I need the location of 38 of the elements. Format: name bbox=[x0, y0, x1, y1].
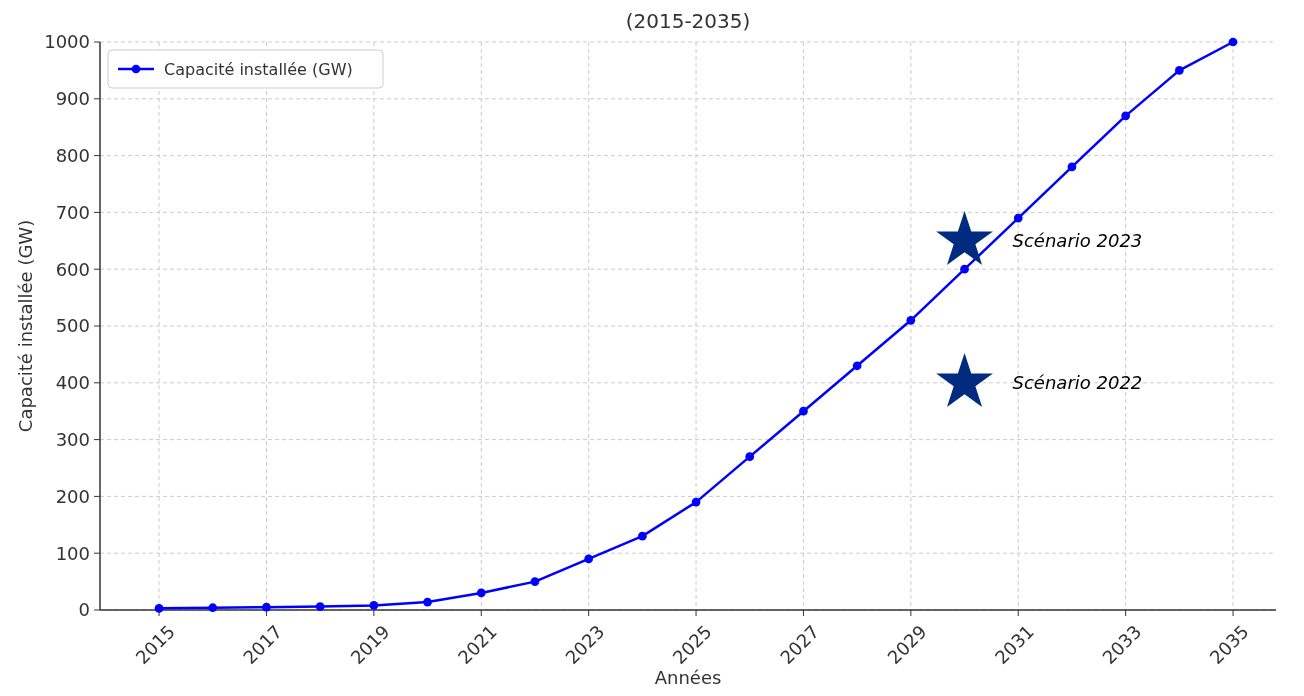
point bbox=[423, 597, 432, 607]
point bbox=[208, 603, 218, 613]
y-axis-title: Capacité installée (GW) bbox=[15, 219, 36, 433]
y-tick-label: 700 bbox=[55, 201, 90, 223]
point bbox=[745, 452, 755, 461]
y-tick-label: 300 bbox=[55, 428, 90, 450]
chart-title: (2015-2035) bbox=[625, 9, 751, 33]
point bbox=[1174, 66, 1184, 75]
x-axis-title: Années bbox=[654, 667, 722, 688]
point bbox=[262, 602, 271, 612]
y-tick-label: 600 bbox=[55, 258, 90, 280]
point bbox=[691, 497, 701, 507]
point bbox=[906, 315, 916, 325]
y-tick-label: 1000 bbox=[44, 31, 90, 53]
point bbox=[960, 264, 969, 274]
y-tick-label: 200 bbox=[55, 485, 90, 507]
point bbox=[315, 602, 325, 611]
legend-label: Capacité installée (GW) bbox=[164, 59, 353, 79]
point bbox=[154, 603, 164, 613]
point bbox=[1228, 37, 1238, 47]
point bbox=[1013, 213, 1023, 223]
point bbox=[1121, 111, 1131, 121]
annotation: Scénario 2022 bbox=[1012, 372, 1143, 394]
point bbox=[799, 406, 808, 416]
point bbox=[584, 554, 594, 564]
y-tick-label: 100 bbox=[55, 542, 90, 564]
point bbox=[476, 588, 486, 598]
y-tick-label: 500 bbox=[55, 315, 90, 337]
point bbox=[530, 577, 540, 586]
point bbox=[1067, 162, 1077, 172]
y-tick-label: 900 bbox=[55, 88, 90, 110]
point bbox=[369, 601, 379, 610]
point bbox=[852, 361, 862, 371]
y-tick-label: 400 bbox=[55, 372, 90, 394]
y-tick-label: 0 bbox=[78, 599, 90, 621]
annotation: Scénario 2023 bbox=[1012, 230, 1143, 252]
y-tick-label: 800 bbox=[55, 144, 90, 166]
point bbox=[637, 531, 647, 541]
